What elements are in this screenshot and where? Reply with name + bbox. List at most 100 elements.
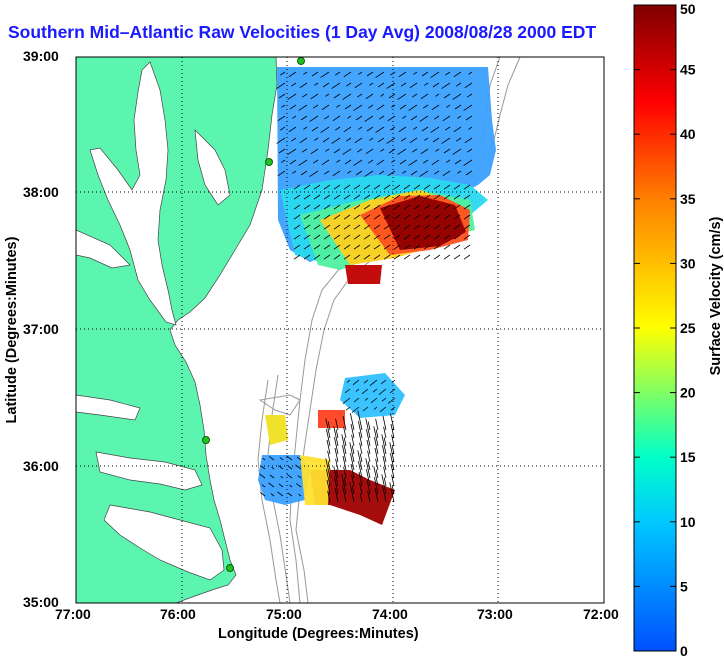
velocity-arrow	[333, 184, 341, 190]
velocity-arrow	[303, 254, 311, 260]
velocity-arrow	[350, 453, 355, 471]
velocity-arrow	[335, 469, 339, 479]
velocity-arrow	[350, 423, 355, 439]
velocity-arrow	[386, 82, 396, 89]
velocity-arrow	[363, 204, 371, 210]
velocity-arrow	[293, 244, 301, 250]
velocity-arrow	[333, 426, 339, 447]
pamlico-sound	[103, 504, 225, 581]
velocity-arrow	[342, 148, 352, 155]
velocity-arrow	[463, 194, 471, 200]
colorbar-tick-label: 30	[680, 255, 696, 271]
velocity-arrow	[383, 466, 387, 479]
velocity-arrow	[389, 388, 396, 394]
velocity-arrow	[358, 461, 363, 479]
velocity-arrow	[373, 466, 379, 487]
velocity-arrow	[341, 474, 347, 495]
velocity-arrow	[435, 148, 440, 152]
velocity-arrow	[433, 254, 441, 260]
velocity-arrow	[367, 421, 371, 431]
y-tick-label: 37:00	[23, 321, 59, 337]
velocity-arrow	[313, 244, 321, 250]
velocity-arrow	[463, 254, 471, 260]
velocity-arrow	[290, 82, 297, 87]
velocity-arrow	[373, 204, 381, 210]
x-tick-label: 72:00	[583, 606, 619, 622]
velocity-arrow	[293, 254, 301, 260]
velocity-arrow	[463, 184, 471, 190]
velocity-arrow	[326, 439, 331, 455]
velocity-arrow	[382, 455, 387, 471]
velocity-arrow	[293, 214, 301, 220]
velocity-arrow	[443, 234, 451, 240]
velocity-arrow	[333, 234, 341, 240]
y-tick-label: 35:00	[23, 594, 59, 610]
velocity-arrow	[366, 479, 371, 495]
velocity-arrow	[343, 426, 347, 439]
velocity-arrow	[314, 82, 319, 86]
velocity-arrow	[390, 463, 395, 479]
velocity-arrow	[363, 184, 371, 190]
velocity-arrow	[353, 254, 361, 260]
velocity-arrow	[322, 137, 330, 143]
velocity-arrow	[303, 204, 311, 210]
velocity-arrow	[453, 214, 461, 220]
velocity-arrow	[353, 184, 361, 190]
velocity-arrow	[343, 194, 351, 200]
velocity-arrow	[358, 71, 363, 75]
velocity-arrow	[400, 137, 407, 142]
velocity-arrow	[463, 234, 471, 240]
x-tick-label: 74:00	[372, 606, 408, 622]
velocity-arrow	[443, 254, 451, 260]
velocity-arrow	[314, 137, 319, 141]
velocity-arrow	[424, 82, 429, 86]
velocity-arrow	[410, 115, 418, 121]
velocity-patch	[340, 373, 405, 418]
velocity-arrow	[433, 204, 441, 210]
velocity-arrow	[409, 82, 418, 89]
velocity-arrow	[399, 104, 407, 110]
velocity-arrow	[441, 82, 451, 89]
velocity-arrow	[342, 445, 347, 463]
velocity-arrow	[349, 442, 355, 463]
velocity-arrow	[446, 159, 451, 163]
velocity-arrow	[433, 244, 441, 250]
velocity-arrow	[413, 194, 421, 200]
velocity-arrow	[375, 71, 385, 78]
velocity-arrow	[289, 484, 293, 488]
velocity-arrow	[343, 437, 347, 447]
velocity-arrow	[383, 204, 391, 210]
velocity-arrow	[301, 148, 308, 153]
velocity-arrow	[361, 388, 369, 395]
velocity-arrow	[364, 115, 374, 122]
velocity-arrow	[435, 93, 440, 97]
velocity-arrow	[347, 170, 352, 174]
velocity-arrow	[327, 461, 331, 471]
velocity-arrow	[277, 170, 286, 177]
colorbar-tick-label: 35	[680, 191, 696, 207]
velocity-arrow	[463, 244, 471, 250]
velocity-arrow	[355, 388, 360, 392]
velocity-arrow	[433, 170, 440, 175]
velocity-arrow	[351, 406, 360, 413]
velocity-arrow	[377, 82, 385, 88]
velocity-arrow	[260, 465, 266, 470]
velocity-arrow	[323, 184, 331, 190]
velocity-arrow	[457, 115, 462, 119]
velocity-arrow	[389, 442, 395, 463]
velocity-arrow	[413, 254, 421, 260]
velocity-arrow	[313, 194, 321, 200]
velocity-arrow	[423, 214, 431, 220]
velocity-arrow	[408, 159, 418, 166]
velocity-arrow	[355, 115, 363, 121]
velocity-arrow	[289, 104, 297, 110]
velocity-arrow	[334, 437, 339, 455]
velocity-arrow	[326, 479, 331, 495]
velocity-arrow	[369, 137, 374, 141]
velocity-arrow	[433, 184, 441, 190]
velocity-arrow	[373, 194, 381, 200]
velocity-arrow	[344, 104, 352, 110]
velocity-arrow	[369, 379, 378, 386]
velocity-arrow	[358, 471, 363, 487]
velocity-arrow	[390, 406, 396, 411]
